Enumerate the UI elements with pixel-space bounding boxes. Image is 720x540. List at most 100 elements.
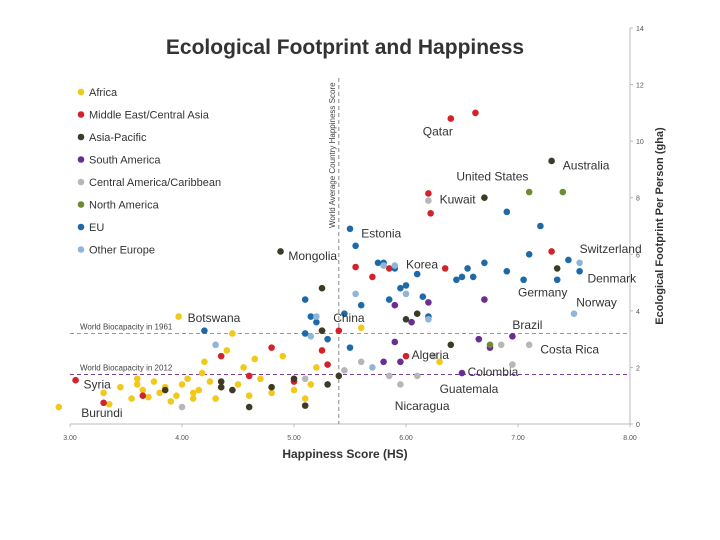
- data-point-other-europe: [425, 316, 432, 323]
- data-point-middle-east-central-asia: [427, 209, 434, 217]
- data-point-south-america: [458, 369, 466, 377]
- data-point-africa: [55, 403, 63, 411]
- data-point-eu: [553, 276, 561, 284]
- data-point-north-america: [559, 188, 567, 196]
- data-point-asia-pacific: [481, 194, 488, 202]
- legend-marker: [77, 111, 85, 118]
- data-point-africa: [150, 378, 158, 385]
- data-point-eu: [453, 276, 460, 284]
- y-tick-label: 6: [636, 252, 640, 259]
- data-point-africa: [229, 330, 236, 337]
- data-point-middle-east-central-asia: [268, 344, 275, 351]
- legend-marker: [77, 223, 85, 231]
- data-point-middle-east-central-asia: [318, 347, 326, 354]
- data-point-central-america-caribbean: [301, 375, 309, 383]
- data-point-africa: [128, 395, 135, 402]
- data-point-south-america: [408, 318, 415, 326]
- data-point-eu: [469, 273, 477, 281]
- legend-marker: [77, 133, 85, 141]
- data-point-eu: [352, 242, 359, 250]
- point-label: Qatar: [423, 124, 453, 138]
- data-point-eu: [301, 330, 309, 337]
- data-point-asia-pacific: [402, 316, 410, 323]
- data-point-eu: [458, 273, 466, 281]
- data-point-africa: [189, 389, 197, 397]
- y-tick-label: 10: [636, 139, 644, 146]
- x-tick-label: 5.00: [287, 435, 301, 442]
- x-tick-label: 8.00: [623, 435, 637, 442]
- data-point-other-europe: [402, 290, 410, 298]
- data-point-central-america-caribbean: [497, 341, 505, 349]
- data-point-eu: [313, 318, 320, 326]
- y-tick-label: 4: [636, 309, 640, 316]
- data-point-africa: [156, 389, 163, 397]
- data-point-other-europe: [570, 310, 578, 317]
- legend: Africa Middle East/Central Asia Asia-Pacif…: [77, 87, 221, 257]
- data-point-africa: [301, 395, 309, 402]
- data-point-central-america-caribbean: [341, 366, 348, 374]
- data-point-middle-east-central-asia: [425, 190, 432, 197]
- data-point-africa: [257, 375, 264, 383]
- data-point-africa: [175, 313, 182, 320]
- axes: 3.00 4.00 5.00 6.00 7.00 8.00 0 2 4 6 8 10 12 14: [63, 26, 644, 442]
- data-point-asia-pacific: [290, 375, 298, 383]
- data-point-asia-pacific: [318, 284, 326, 292]
- data-point-middle-east-central-asia: [441, 265, 449, 272]
- data-point-central-america-caribbean: [385, 372, 393, 380]
- legend-label: Asia-Pacific: [89, 132, 147, 144]
- point-label: Kuwait: [440, 192, 477, 206]
- data-point-central-america-caribbean: [525, 341, 533, 349]
- data-point-africa: [133, 375, 141, 383]
- data-point-africa: [195, 386, 203, 394]
- data-point-asia-pacific: [268, 383, 275, 391]
- data-point-eu: [525, 250, 533, 258]
- data-point-middle-east-central-asia: [402, 352, 410, 360]
- reference-line-label: World Biocapacity in 2012: [80, 364, 173, 373]
- data-point-africa: [313, 364, 320, 371]
- data-point-africa: [201, 358, 208, 366]
- reference-lines: World Average Country Happiness Score Wor…: [70, 78, 630, 424]
- x-tick-label: 3.00: [63, 435, 77, 442]
- data-point-africa: [133, 381, 141, 388]
- data-point-eu: [385, 296, 393, 303]
- point-label: Estonia: [361, 226, 401, 240]
- data-point-asia-pacific: [161, 386, 169, 394]
- data-point-eu: [301, 296, 309, 303]
- data-point-eu: [419, 293, 427, 301]
- data-point-eu: [397, 284, 404, 292]
- legend-marker: [77, 201, 85, 208]
- data-point-other-europe: [313, 313, 320, 320]
- data-point-central-america-caribbean: [397, 381, 404, 388]
- data-point-africa: [189, 395, 197, 402]
- point-label: Germany: [518, 286, 567, 300]
- data-point-middle-east-central-asia: [335, 327, 343, 334]
- data-point-eu: [503, 208, 511, 216]
- data-point-africa: [198, 369, 206, 377]
- point-label: China: [333, 311, 365, 325]
- data-point-africa: [234, 381, 242, 388]
- data-point-asia-pacific: [229, 386, 236, 394]
- data-point-africa: [223, 347, 231, 354]
- data-point-middle-east-central-asia: [100, 399, 107, 407]
- data-point-other-europe: [380, 262, 387, 269]
- reference-line-label: World Biocapacity in 1961: [80, 322, 173, 331]
- legend-marker: [77, 156, 85, 163]
- data-point-asia-pacific: [553, 265, 561, 272]
- data-point-central-america-caribbean: [413, 372, 421, 380]
- data-point-africa: [139, 386, 147, 394]
- point-label: Mongolia: [288, 249, 337, 263]
- data-point-eu: [402, 282, 410, 289]
- data-point-asia-pacific: [318, 327, 326, 334]
- point-label: Costa Rica: [540, 342, 599, 356]
- point-label: Algeria: [412, 348, 450, 362]
- data-point-eu: [413, 270, 421, 278]
- data-point-africa: [240, 364, 247, 371]
- data-point-south-america: [391, 301, 399, 309]
- legend-marker: [77, 246, 85, 253]
- data-point-middle-east-central-asia: [548, 248, 555, 255]
- data-point-africa: [307, 381, 315, 388]
- point-label: Australia: [563, 158, 610, 172]
- data-point-south-america: [397, 358, 404, 366]
- data-point-eu: [307, 313, 315, 320]
- data-point-asia-pacific: [548, 157, 555, 165]
